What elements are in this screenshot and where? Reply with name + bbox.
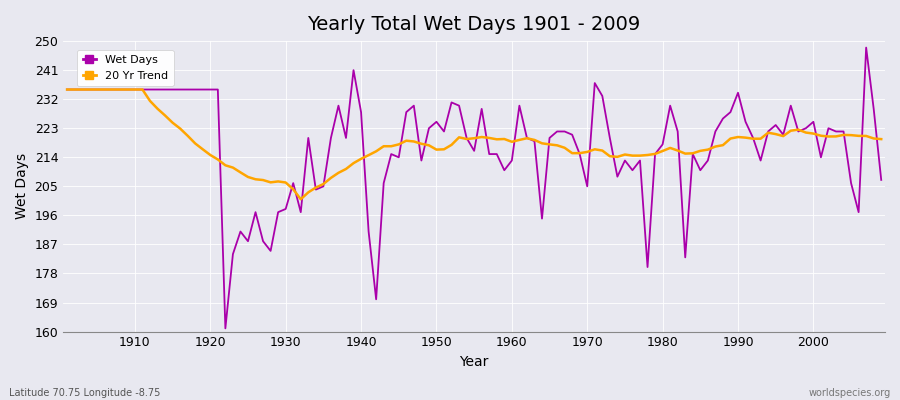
Title: Yearly Total Wet Days 1901 - 2009: Yearly Total Wet Days 1901 - 2009 bbox=[308, 15, 641, 34]
Y-axis label: Wet Days: Wet Days bbox=[15, 153, 29, 220]
Text: worldspecies.org: worldspecies.org bbox=[809, 388, 891, 398]
X-axis label: Year: Year bbox=[460, 355, 489, 369]
Legend: Wet Days, 20 Yr Trend: Wet Days, 20 Yr Trend bbox=[77, 50, 174, 86]
Text: Latitude 70.75 Longitude -8.75: Latitude 70.75 Longitude -8.75 bbox=[9, 388, 160, 398]
